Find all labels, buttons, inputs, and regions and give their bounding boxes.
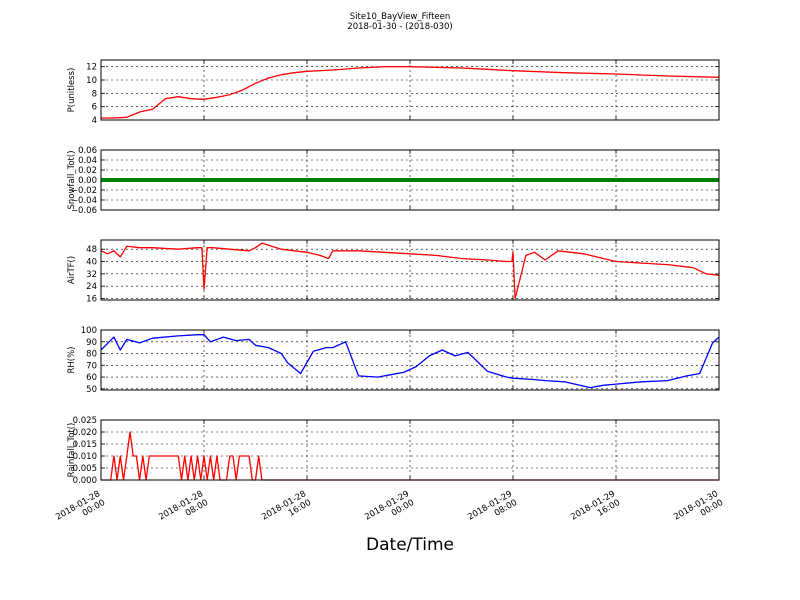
y-tick-label: 0.025 (73, 416, 97, 426)
chart-panel-2: −0.06−0.04−0.020.000.020.040.06Snowfall_… (67, 146, 720, 216)
y-axis-label: Snowfall_Tot() (67, 150, 77, 209)
y-tick-label: 8 (92, 89, 97, 99)
y-tick-label: 90 (86, 338, 97, 348)
series-line (100, 242, 720, 300)
chart-panel-3: 16 24 32 40 48 AirTF() (67, 239, 720, 304)
y-tick-label: 10 (86, 76, 97, 86)
y-tick-label: 0.015 (73, 440, 97, 450)
plot-frame (100, 329, 720, 391)
plot-frame (100, 59, 720, 121)
series-line (101, 66, 720, 119)
plot-frame (100, 239, 720, 301)
series-line (100, 334, 720, 389)
y-tick-label: −0.06 (71, 206, 97, 216)
y-tick-label: 0.005 (73, 464, 97, 474)
y-tick-label: 0.06 (78, 146, 97, 156)
chart-panel-5: 0.000 0.005 0.010 0.015 0.020 0.025Rainfall_T… (67, 416, 720, 486)
y-tick-label: 40 (86, 258, 97, 268)
y-axis-label: Rainfall_Tot() (67, 423, 77, 478)
plot-frame (100, 419, 720, 481)
plot-frame (100, 149, 720, 211)
y-tick-label: 80 (86, 350, 97, 360)
y-tick-label: 0.000 (73, 476, 97, 486)
y-axis-label: RH(%) (67, 346, 77, 373)
y-tick-label: 0.04 (78, 156, 97, 166)
y-tick-label: 0.00 (78, 176, 97, 186)
y-tick-label: 70 (86, 361, 97, 371)
x-axis-label: Date/Time (366, 535, 454, 555)
y-tick-label: 50 (86, 385, 97, 395)
y-tick-label: 12 (86, 63, 97, 73)
y-tick-label: 4 (92, 116, 97, 126)
y-axis-label: P(unitless) (67, 68, 77, 113)
y-tick-label: −0.02 (71, 186, 97, 196)
y-tick-label: 32 (86, 270, 97, 280)
y-tick-label: 60 (86, 373, 97, 383)
y-tick-label: 16 (86, 294, 97, 304)
y-axis-label: AirTF() (67, 256, 77, 284)
y-tick-label: 24 (86, 282, 97, 292)
y-tick-label: 0.010 (73, 452, 97, 462)
y-tick-label: 48 (86, 245, 97, 255)
y-tick-label: 0.020 (73, 428, 97, 438)
series-line (101, 431, 719, 481)
y-tick-label: 100 (81, 326, 97, 336)
y-tick-label: −0.04 (71, 196, 97, 206)
panels: 4681012P(unitless)−0.06−0.04−0.020.000.0… (67, 59, 720, 486)
figure-title: Site10_BayView_Fifteen (350, 12, 451, 22)
chart-panel-1: 4 6 8 10 12 P(unitless) (67, 59, 720, 126)
y-tick-label: 0.02 (78, 166, 97, 176)
y-tick-label: 6 (92, 103, 97, 113)
figure-subtitle: 2018-01-30 - (2018-030) (347, 22, 452, 32)
